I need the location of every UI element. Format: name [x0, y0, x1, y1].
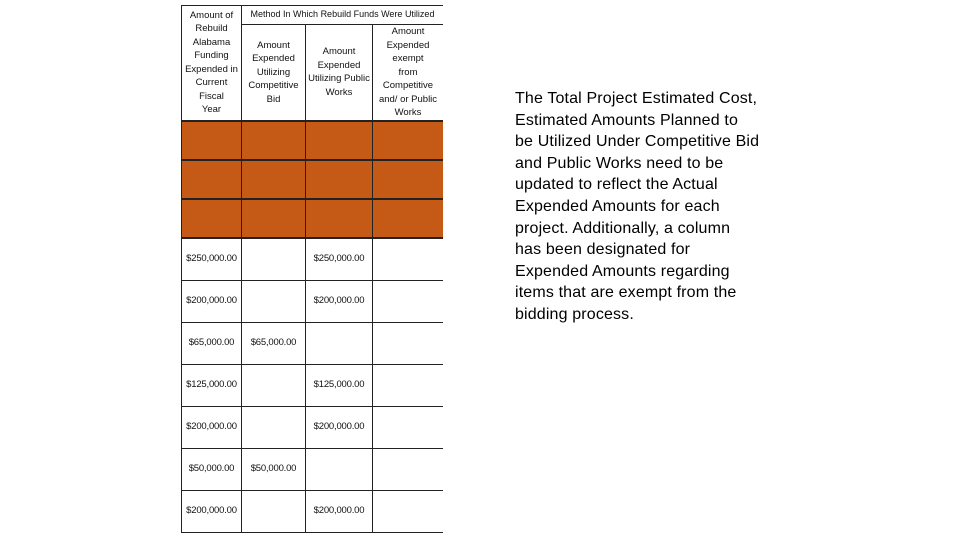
header-line: Amount	[391, 26, 425, 37]
header-line: Expended	[252, 53, 295, 64]
total-amount-cell: $65,000.00	[181, 321, 242, 365]
total-amount-cell: $200,000.00	[181, 405, 242, 449]
description-line: bidding process.	[515, 305, 634, 323]
expenditure-table-body: Amount of Rebuild Alabama Funding Expended i…	[181, 5, 443, 533]
description-line: be Utilized Under Competitive Bid	[515, 133, 760, 151]
table-row: $250,000.00 $250,000.00	[181, 237, 443, 281]
competitive-bid-cell: $65,000.00	[241, 321, 306, 365]
exempt-cell	[372, 279, 443, 323]
table-row: $200,000.00 $200,000.00	[181, 405, 443, 449]
table-row: $50,000.00 $50,000.00	[181, 447, 443, 491]
exempt-header: Amount Expended exempt from Competitive and…	[372, 24, 443, 121]
header-line: Expended	[317, 59, 361, 71]
total-amount-cell: $50,000.00	[181, 447, 242, 491]
header-line: Current Fiscal	[195, 77, 228, 102]
competitive-bid-cell: $50,000.00	[241, 447, 306, 491]
header-line: Amount	[322, 46, 356, 58]
header-line: Alabama	[192, 36, 231, 48]
description-line: has been designated for	[515, 241, 691, 259]
header-line: Expended exempt	[386, 39, 430, 65]
description-line: and Public Works need to be	[515, 154, 724, 172]
competitive-bid-cell	[241, 279, 306, 323]
header-row-main: Amount of Rebuild Alabama Funding Expended i…	[181, 5, 443, 121]
competitive-bid-cell	[241, 363, 306, 407]
public-works-header: Amount Expended Utilizing Public Works	[305, 24, 373, 121]
competitive-bid-cell	[241, 489, 306, 533]
header-line: Amount of	[189, 9, 234, 21]
highlighted-row	[181, 158, 443, 200]
header-line: from Competitive	[382, 66, 434, 92]
table-row: $125,000.00 $125,000.00	[181, 363, 443, 407]
header-line: Competitive Bid	[248, 80, 299, 105]
description-line: updated to reflect the Actual	[515, 176, 718, 194]
description-line: Expended Amounts for each	[515, 197, 720, 215]
total-amount-cell: $125,000.00	[181, 363, 242, 407]
description-line: items that are exempt from the	[515, 284, 737, 302]
public-works-cell	[305, 447, 373, 491]
exempt-cell	[372, 489, 443, 533]
table-row: $200,000.00 $200,000.00	[181, 279, 443, 323]
description-line: Estimated Amounts Planned to	[515, 111, 738, 129]
exempt-cell	[372, 405, 443, 449]
table-row: $65,000.00 $65,000.00	[181, 321, 443, 365]
public-works-cell: $200,000.00	[305, 489, 373, 533]
total-amount-cell: $200,000.00	[181, 489, 242, 533]
description-line: Expended Amounts regarding	[515, 262, 730, 280]
public-works-cell: $125,000.00	[305, 363, 373, 407]
public-works-cell: $200,000.00	[305, 405, 373, 449]
exempt-cell	[372, 447, 443, 491]
header-line: Amount	[257, 39, 290, 51]
method-header: Method In Which Rebuild Funds Were Utili…	[241, 5, 443, 25]
header-line: and/ or Public	[378, 93, 438, 105]
header-line: Works	[325, 86, 353, 98]
description-text: The Total Project Estimated Cost, Estimat…	[515, 88, 805, 326]
exempt-cell	[372, 237, 443, 281]
exempt-cell	[372, 363, 443, 407]
exempt-cell	[372, 321, 443, 365]
header-line: Rebuild	[195, 23, 228, 35]
total-amount-cell: $250,000.00	[181, 237, 242, 281]
public-works-cell: $250,000.00	[305, 237, 373, 281]
header-line: Utilizing	[256, 66, 291, 78]
competitive-bid-cell	[241, 405, 306, 449]
highlighted-row	[181, 119, 443, 161]
expenditure-table: Amount of Rebuild Alabama Funding Expended i…	[181, 5, 443, 533]
description-line: project. Additionally, a column	[515, 219, 731, 237]
amount-expended-header: Amount of Rebuild Alabama Funding Expended i…	[181, 5, 242, 121]
header-line: Utilizing Public	[308, 73, 370, 85]
expenditure-table-image: Amount of Rebuild Alabama Funding Expended i…	[181, 5, 443, 540]
header-line: Expended in	[185, 63, 238, 75]
header-line: Year	[201, 104, 222, 116]
highlighted-row	[181, 197, 443, 239]
competitive-bid-header: Amount Expended Utilizing Competitive Bid	[241, 24, 306, 121]
public-works-cell	[305, 321, 373, 365]
description-line: The Total Project Estimated Cost,	[515, 90, 758, 107]
competitive-bid-cell	[241, 237, 306, 281]
table-row: $200,000.00 $200,000.00	[181, 489, 443, 533]
public-works-cell: $200,000.00	[305, 279, 373, 323]
header-line: Funding	[194, 50, 229, 62]
header-line: Works	[394, 107, 422, 118]
total-amount-cell: $200,000.00	[181, 279, 242, 323]
